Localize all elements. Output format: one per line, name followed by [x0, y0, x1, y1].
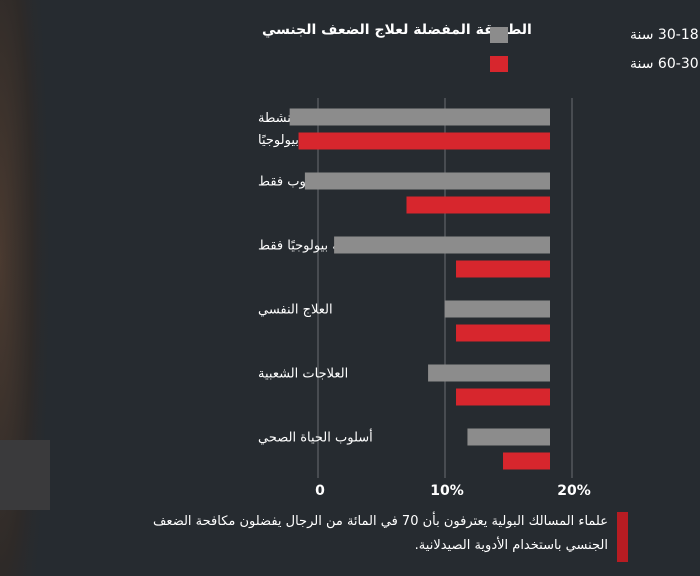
x-tick-label: 10% — [430, 483, 464, 499]
legend-swatch — [490, 56, 508, 72]
bar — [467, 428, 550, 446]
chart-title: الطريقة المفضلة لعلاج الضعف الجنسي — [262, 22, 532, 38]
y-tick-label-line: بيولوجيًا — [258, 133, 299, 148]
bar — [456, 388, 550, 406]
legend-swatch — [490, 27, 508, 43]
bar — [334, 236, 550, 254]
footnote-accent — [617, 512, 628, 562]
bar — [304, 172, 550, 190]
bar — [456, 260, 550, 278]
bar — [456, 324, 550, 342]
x-tick-label: 20% — [557, 483, 591, 499]
bar — [444, 300, 550, 318]
y-tick-label: العلاجات الشعبية — [258, 367, 348, 382]
bar — [428, 364, 550, 382]
bar — [503, 452, 550, 470]
legend-label: ذكر، 30-60 سنة — [630, 56, 700, 72]
y-tick-label: أسلوب الحياة الصحي — [258, 429, 373, 446]
x-tick-label: 0 — [315, 483, 325, 499]
background-figure — [0, 440, 50, 510]
bar — [406, 196, 550, 214]
footnote: علماء المسالك البولية يعترفون بأن 70 في … — [152, 514, 608, 553]
y-tick-label: العلاج النفسي — [258, 303, 333, 318]
legend-label: ذكر، 18-30 سنة — [630, 27, 700, 43]
bar — [298, 132, 550, 150]
bar — [289, 108, 550, 126]
